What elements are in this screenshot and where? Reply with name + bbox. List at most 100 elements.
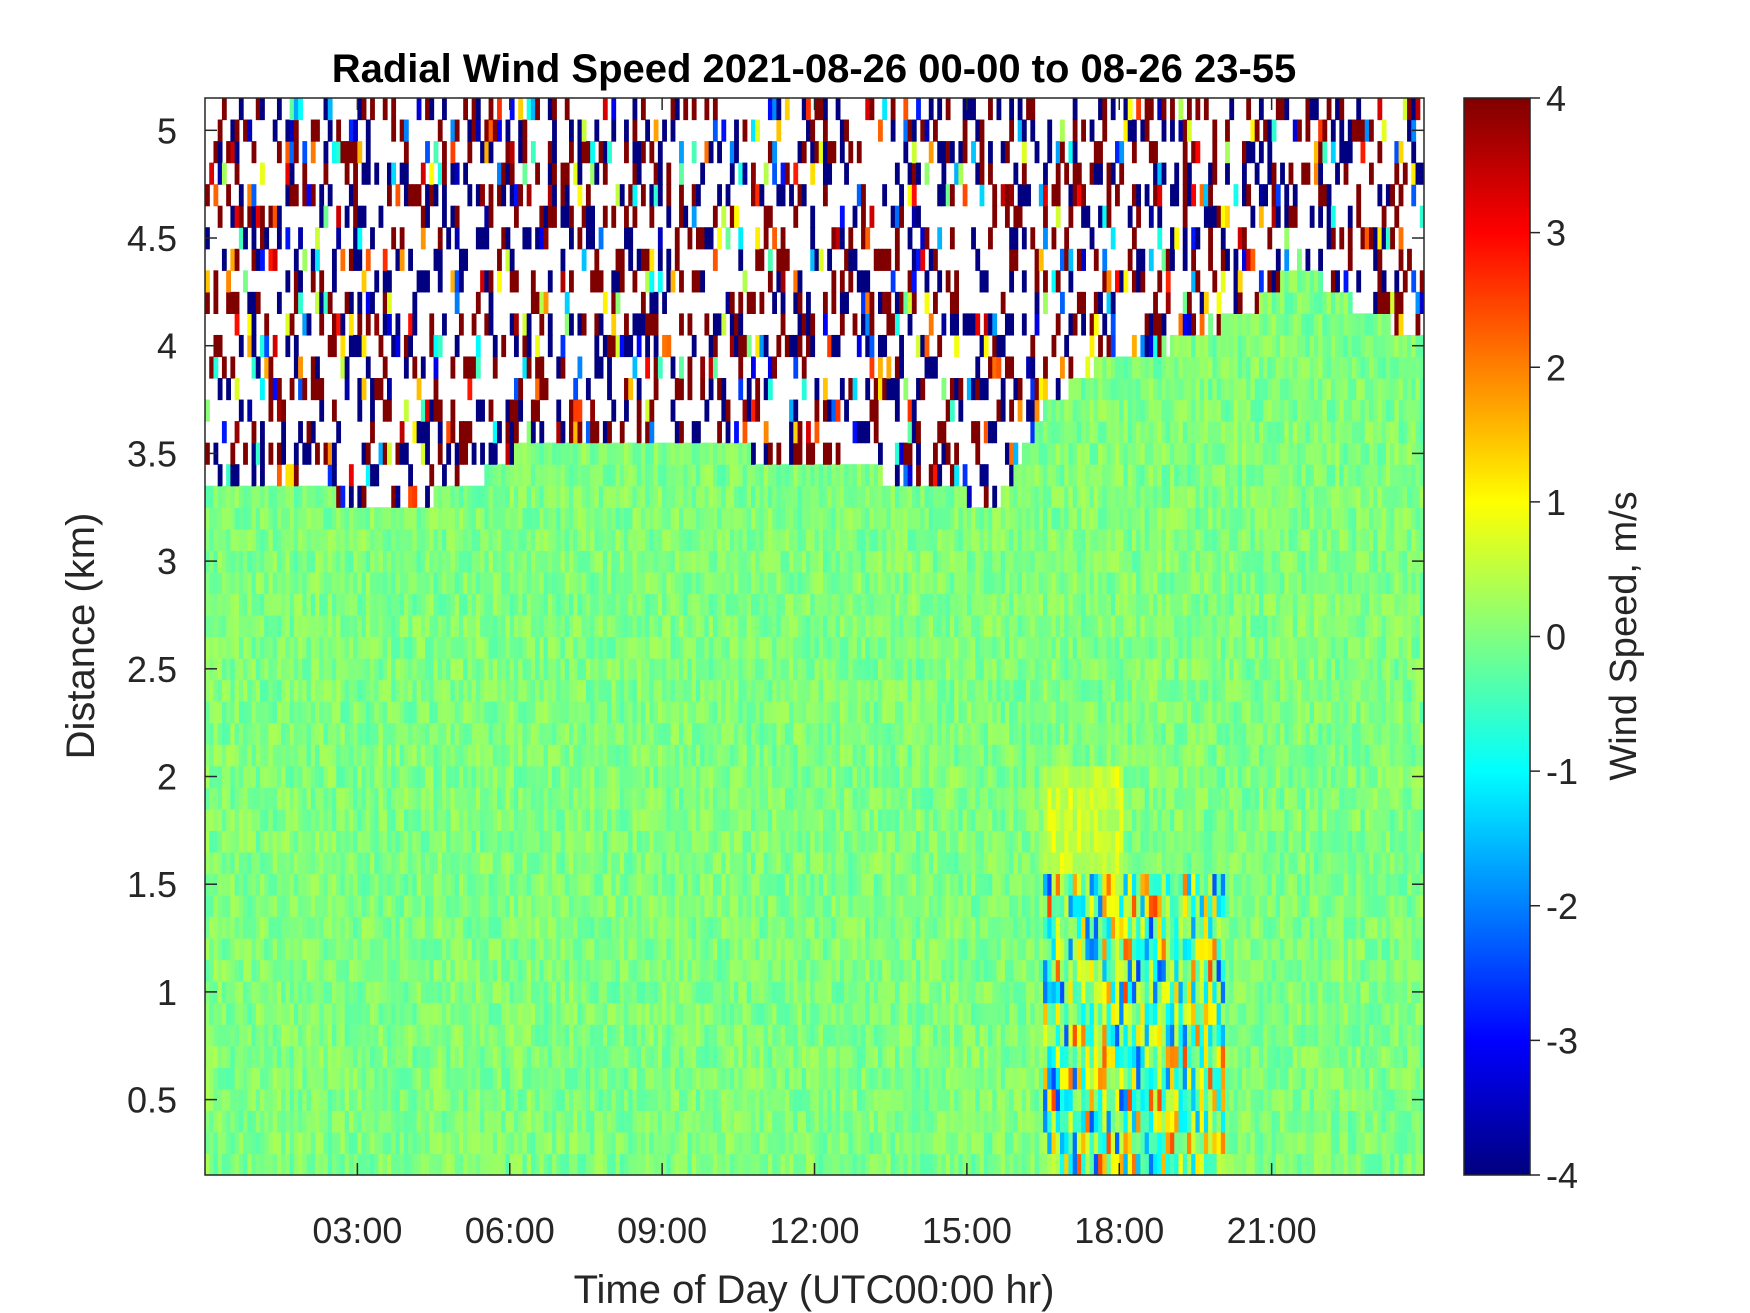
heatmap-cell	[289, 701, 295, 724]
heatmap-cell	[289, 378, 295, 401]
heatmap-cell	[458, 550, 464, 573]
heatmap-cell	[382, 1067, 388, 1090]
heatmap-cell	[573, 830, 579, 853]
heatmap-cell	[679, 528, 684, 551]
heatmap-cell	[382, 593, 388, 616]
heatmap-cell	[513, 1024, 519, 1047]
heatmap-cell	[336, 141, 342, 164]
heatmap-cell	[357, 614, 363, 638]
heatmap-cell	[348, 614, 354, 638]
heatmap-cell	[298, 356, 303, 379]
heatmap-cell	[573, 528, 579, 551]
heatmap-cell	[607, 701, 612, 724]
heatmap-cell	[505, 485, 511, 508]
heatmap-cell	[492, 701, 498, 724]
heatmap-cell	[607, 1153, 612, 1175]
heatmap-cell	[429, 1088, 435, 1111]
heatmap-cell	[721, 722, 727, 745]
heatmap-cell	[285, 464, 291, 487]
heatmap-cell	[645, 1067, 651, 1090]
heatmap-cell	[450, 421, 456, 444]
heatmap-cell	[695, 959, 701, 982]
heatmap-cell	[636, 593, 642, 616]
heatmap-cell	[492, 636, 498, 659]
heatmap-cell	[276, 1067, 282, 1090]
heatmap-cell	[276, 1153, 282, 1175]
heatmap-cell	[598, 981, 604, 1004]
heatmap-cell	[704, 894, 710, 918]
heatmap-cell	[408, 959, 413, 982]
heatmap-cell	[581, 808, 587, 831]
heatmap-cell	[624, 808, 629, 831]
heatmap-cell	[708, 1131, 714, 1155]
heatmap-cell	[543, 528, 549, 551]
heatmap-cell	[556, 722, 562, 745]
heatmap-cell	[310, 1088, 316, 1111]
heatmap-cell	[429, 528, 435, 551]
heatmap-cell	[306, 442, 312, 465]
heatmap-cell	[734, 485, 739, 508]
heatmap-cell	[420, 916, 426, 939]
heatmap-cell	[399, 873, 405, 896]
heatmap-cell	[577, 1110, 583, 1133]
heatmap-cell	[437, 550, 443, 573]
heatmap-cell	[683, 636, 689, 659]
heatmap-cell	[226, 1024, 231, 1047]
heatmap-cell	[209, 614, 215, 638]
heatmap-cell	[217, 787, 223, 810]
heatmap-cell	[425, 873, 430, 896]
heatmap-cell	[315, 938, 320, 961]
heatmap-cell	[590, 808, 595, 831]
heatmap-cell	[552, 119, 557, 142]
heatmap-cell	[467, 873, 473, 896]
heatmap-cell	[361, 873, 367, 896]
heatmap-cell	[552, 614, 557, 638]
heatmap-cell	[408, 334, 413, 358]
heatmap-cell	[657, 1131, 663, 1155]
heatmap-cell	[323, 744, 329, 767]
heatmap-cell	[353, 593, 358, 616]
heatmap-cell	[649, 421, 655, 444]
heatmap-cell	[619, 1067, 625, 1090]
heatmap-cell	[370, 1067, 375, 1090]
heatmap-cell	[285, 334, 291, 358]
heatmap-cell	[530, 636, 536, 659]
heatmap-cell	[433, 1153, 439, 1175]
heatmap-cell	[298, 722, 303, 745]
heatmap-cell	[467, 916, 473, 939]
heatmap-cell	[293, 119, 299, 142]
heatmap-cell	[348, 334, 354, 358]
heatmap-cell	[412, 658, 418, 681]
heatmap-cell	[611, 528, 617, 551]
heatmap-cell	[251, 1002, 257, 1025]
heatmap-cell	[712, 679, 718, 702]
heatmap-cell	[365, 119, 371, 142]
heatmap-cell	[687, 830, 693, 853]
heatmap-cell	[353, 184, 358, 207]
heatmap-cell	[310, 744, 316, 767]
heatmap-cell	[336, 851, 342, 875]
heatmap-cell	[717, 485, 722, 508]
heatmap-cell	[281, 1110, 287, 1133]
heatmap-cell	[615, 765, 621, 788]
heatmap-cell	[251, 1045, 257, 1068]
heatmap-cell	[467, 658, 473, 681]
heatmap-cell	[505, 141, 511, 164]
heatmap-cell	[382, 787, 388, 810]
heatmap-cell	[497, 507, 502, 530]
heatmap-cell	[670, 1067, 676, 1090]
heatmap-cell	[679, 593, 684, 616]
heatmap-cell	[429, 334, 435, 358]
heatmap-cell	[602, 507, 608, 530]
heatmap-cell	[738, 464, 744, 487]
heatmap-cell	[226, 722, 231, 745]
heatmap-cell	[488, 507, 494, 530]
heatmap-cell	[535, 938, 540, 961]
heatmap-cell	[420, 808, 426, 831]
heatmap-cell	[628, 938, 634, 961]
heatmap-cell	[712, 959, 718, 982]
heatmap-cell	[446, 507, 452, 530]
heatmap-cell	[712, 808, 718, 831]
heatmap-cell	[695, 614, 701, 638]
heatmap-cell	[226, 830, 231, 853]
